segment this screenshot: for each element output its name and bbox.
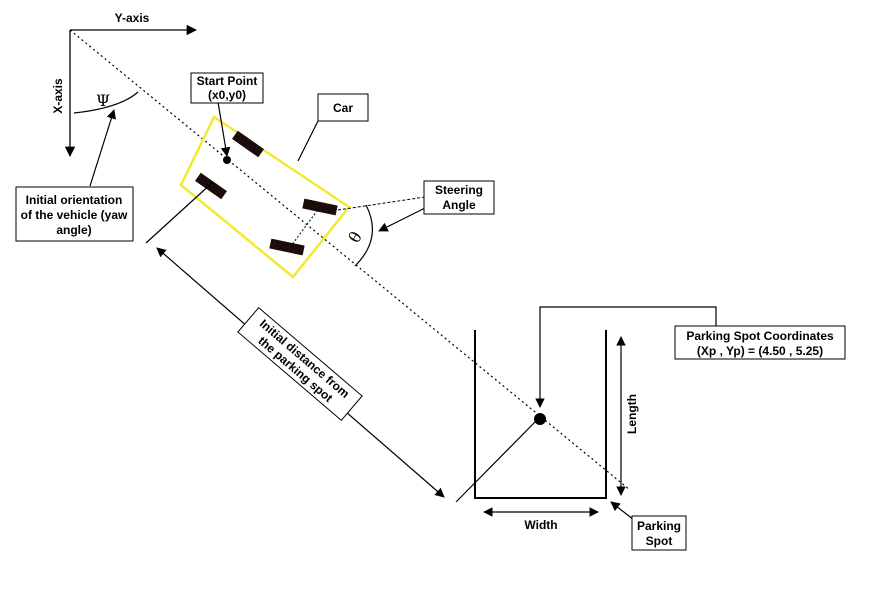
parking-spot-line-2: Spot: [646, 534, 673, 548]
start-point-line-1: Start Point: [197, 74, 258, 88]
car-label-box: Car: [317, 93, 369, 122]
car-body: [179, 115, 351, 279]
wheel-rear-right: [269, 238, 305, 256]
steering-pointer-arrow: [378, 207, 426, 232]
heading-line: [69, 29, 631, 491]
parking-coords-pointer: [535, 306, 717, 408]
car: [179, 115, 351, 279]
parking-spot-line-1: Parking: [637, 519, 681, 533]
start-point-box: Start Point (x0,y0): [190, 72, 264, 104]
parking-coords-line-1: Parking Spot Coordinates: [686, 329, 834, 343]
length-label: Length: [625, 394, 639, 434]
initial-orientation-line-3: angle): [56, 223, 91, 237]
start-point-dot: [223, 156, 231, 164]
wheel-front-left: [232, 130, 264, 158]
initial-distance-box: Initial distance from the parking spot: [237, 306, 363, 422]
initial-orientation-line-1: Initial orientation: [26, 193, 123, 207]
parking-spot-outline: [474, 330, 607, 499]
wheel-front-right: [195, 172, 227, 200]
parking-spot-pointer: [610, 501, 635, 521]
distance-ext-line-start: [145, 181, 214, 244]
parking-spot-box: Parking Spot: [631, 515, 687, 551]
steering-ref-line: [337, 196, 426, 211]
initial-orientation-line-2: of the vehicle (yaw: [21, 208, 128, 222]
y-axis-label: Y-axis: [115, 11, 150, 25]
steering-angle-line-1: Steering: [435, 183, 483, 197]
rear-axle-dashed: [290, 206, 321, 247]
parking-spot-center: [534, 413, 546, 425]
steering-angle-line-2: Angle: [442, 198, 476, 212]
car-label: Car: [333, 101, 353, 115]
initial-orientation-box: Initial orientation of the vehicle (yaw …: [15, 186, 134, 242]
yaw-angle-arc: [73, 91, 139, 114]
car-pointer-line: [297, 120, 319, 162]
start-point-line-2: (x0,y0): [208, 88, 246, 102]
parking-coords-box: Parking Spot Coordinates (Xp , Yp) = (4.…: [674, 325, 846, 360]
distance-ext-line-end: [455, 419, 538, 503]
yaw-pointer-arrow: [89, 109, 116, 187]
width-label: Width: [524, 518, 557, 532]
steering-angle-box: Steering Angle: [423, 180, 495, 215]
yaw-symbol: Ψ: [96, 91, 110, 110]
car-wheels: [195, 130, 338, 256]
start-point-arrow: [217, 101, 231, 157]
x-axis-label: X-axis: [51, 78, 65, 114]
steering-symbol: θ: [345, 228, 366, 246]
parking-coords-line-2: (Xp , Yp) = (4.50 , 5.25): [697, 344, 823, 358]
